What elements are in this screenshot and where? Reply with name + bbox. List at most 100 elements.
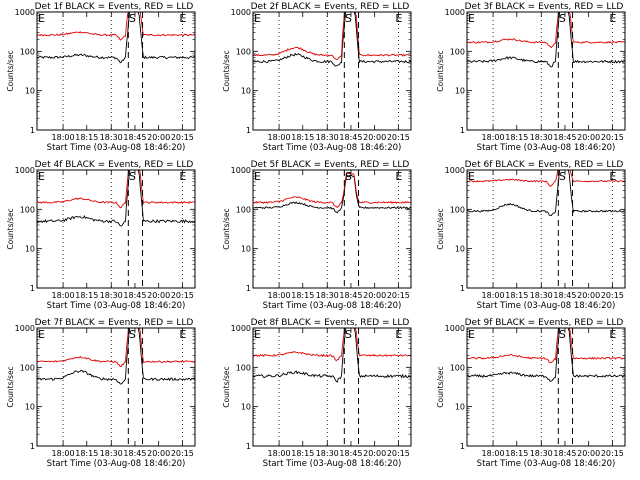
y-axis-label: Counts/sec <box>222 366 231 407</box>
x-tick-label: 20:00 <box>577 133 600 142</box>
plot-frame <box>36 327 196 447</box>
y-tick-label: 10 <box>25 403 35 412</box>
panel-det-4: Det 4f BLACK = Events, RED = LLD 1 10 100 10… <box>6 160 196 311</box>
marker-s: S <box>345 12 352 25</box>
x-tick-label: 18:15 <box>291 133 314 142</box>
series-line-lld <box>466 169 626 187</box>
series-line-lld <box>36 327 196 368</box>
x-tick-label: 18:15 <box>291 449 314 458</box>
y-tick-label: 1000 <box>231 324 251 333</box>
x-tick-label: 18:30 <box>530 291 553 300</box>
panel-title: Det 1f BLACK = Events, RED = LLD <box>35 2 194 12</box>
series-line-events <box>466 169 626 216</box>
x-tick-label: 20:15 <box>601 133 624 142</box>
x-tick-label: 20:00 <box>363 449 386 458</box>
y-tick-label: 10 <box>455 245 465 254</box>
y-tick-label: 1000 <box>445 324 465 333</box>
marker-e: E <box>395 328 402 341</box>
plot-frame <box>252 327 412 447</box>
x-tick-label: 18:45 <box>123 291 146 300</box>
x-axis-label: Start Time (03-Aug-08 18:46:20) <box>263 301 402 311</box>
x-axis-label: Start Time (03-Aug-08 18:46:20) <box>47 301 186 311</box>
marker-e: E <box>395 12 402 25</box>
x-tick-label: 18:00 <box>52 449 75 458</box>
plot-frame <box>36 11 196 131</box>
panel-det-7: Det 7f BLACK = Events, RED = LLD 1 10 100 10… <box>6 318 196 469</box>
panel-title: Det 8f BLACK = Events, RED = LLD <box>251 318 410 328</box>
marker-e: E <box>254 328 261 341</box>
marker-e: E <box>38 170 45 183</box>
x-tick-label: 20:15 <box>601 291 624 300</box>
x-tick-label: 20:15 <box>171 133 194 142</box>
x-tick-label: 18:00 <box>482 449 505 458</box>
y-tick-label: 1 <box>30 284 35 293</box>
y-axis-label: Counts/sec <box>436 208 445 249</box>
x-tick-label: 18:45 <box>339 449 362 458</box>
x-tick-label: 18:45 <box>553 449 576 458</box>
panel-det-6: Det 6f BLACK = Events, RED = LLD 1 10 100 10… <box>436 160 626 311</box>
x-axis-label: Start Time (03-Aug-08 18:46:20) <box>47 459 186 469</box>
x-tick-label: 20:15 <box>387 291 410 300</box>
marker-e: E <box>395 170 402 183</box>
y-tick-label: 1 <box>30 126 35 135</box>
y-tick-label: 10 <box>25 245 35 254</box>
panel-det-1: Det 1f BLACK = Events, RED = LLD 1 10 100 10… <box>6 2 196 153</box>
y-tick-label: 10 <box>241 245 251 254</box>
y-tick-label: 1000 <box>231 8 251 17</box>
panel-title: Det 7f BLACK = Events, RED = LLD <box>35 318 194 328</box>
x-tick-label: 18:00 <box>52 133 75 142</box>
marker-e: E <box>609 328 616 341</box>
x-tick-label: 18:00 <box>52 291 75 300</box>
y-tick-label: 1 <box>246 126 251 135</box>
y-tick-label: 1000 <box>15 8 35 17</box>
x-tick-label: 18:45 <box>339 133 362 142</box>
x-tick-label: 20:00 <box>147 133 170 142</box>
panel-title: Det 6f BLACK = Events, RED = LLD <box>465 160 624 170</box>
x-tick-label: 18:00 <box>268 449 291 458</box>
y-tick-label: 1000 <box>445 166 465 175</box>
y-tick-label: 100 <box>20 47 35 56</box>
panel-title: Det 3f BLACK = Events, RED = LLD <box>465 2 624 12</box>
y-tick-label: 1000 <box>445 8 465 17</box>
x-axis-label: Start Time (03-Aug-08 18:46:20) <box>477 143 616 153</box>
x-tick-label: 18:45 <box>123 133 146 142</box>
marker-e: E <box>468 328 475 341</box>
marker-e: E <box>254 170 261 183</box>
y-tick-label: 10 <box>241 87 251 96</box>
x-tick-label: 18:30 <box>100 133 123 142</box>
x-tick-label: 20:00 <box>147 291 170 300</box>
marker-e: E <box>179 12 186 25</box>
panel-title: Det 2f BLACK = Events, RED = LLD <box>251 2 410 12</box>
x-tick-label: 20:15 <box>601 449 624 458</box>
marker-e: E <box>179 328 186 341</box>
marker-e: E <box>179 170 186 183</box>
series-line-lld <box>252 327 412 362</box>
y-tick-label: 1 <box>246 442 251 451</box>
panel-title: Det 5f BLACK = Events, RED = LLD <box>251 160 410 170</box>
panel-det-8: Det 8f BLACK = Events, RED = LLD 1 10 100 10… <box>222 318 412 469</box>
plot-frame <box>252 169 412 289</box>
series-line-lld <box>466 11 626 49</box>
y-tick-label: 100 <box>236 205 251 214</box>
x-tick-label: 18:30 <box>100 449 123 458</box>
x-tick-label: 20:00 <box>147 449 170 458</box>
x-tick-label: 18:45 <box>553 291 576 300</box>
x-tick-label: 18:45 <box>553 133 576 142</box>
marker-s: S <box>129 328 136 341</box>
y-tick-label: 1 <box>460 284 465 293</box>
y-tick-label: 1000 <box>15 166 35 175</box>
y-tick-label: 100 <box>236 47 251 56</box>
y-tick-label: 100 <box>20 205 35 214</box>
series-line-lld <box>36 169 196 209</box>
marker-s: S <box>559 328 566 341</box>
x-tick-label: 20:15 <box>171 449 194 458</box>
x-axis-label: Start Time (03-Aug-08 18:46:20) <box>47 143 186 153</box>
x-tick-label: 18:15 <box>291 291 314 300</box>
x-axis-label: Start Time (03-Aug-08 18:46:20) <box>263 459 402 469</box>
series-line-lld <box>252 11 412 60</box>
x-axis-label: Start Time (03-Aug-08 18:46:20) <box>263 143 402 153</box>
marker-s: S <box>129 170 136 183</box>
x-tick-label: 18:15 <box>75 133 98 142</box>
y-tick-label: 100 <box>450 47 465 56</box>
plot-frame <box>252 11 412 131</box>
